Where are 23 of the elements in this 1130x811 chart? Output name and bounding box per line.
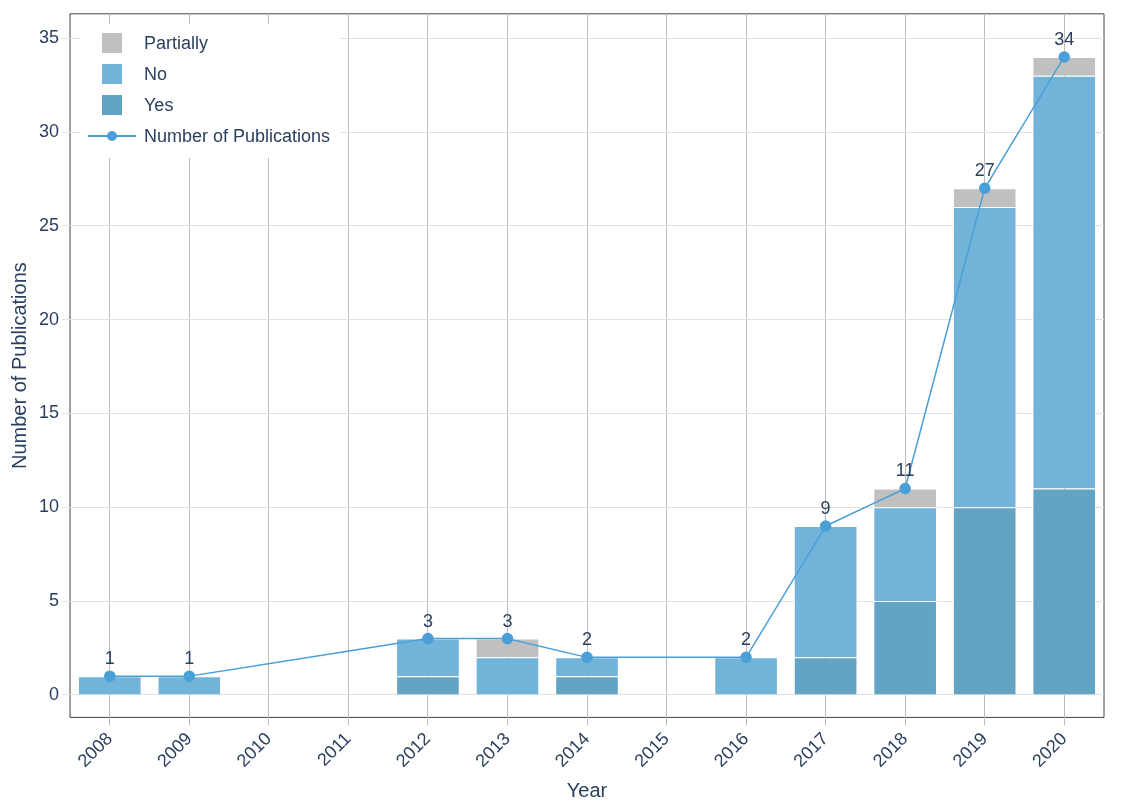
legend-label: Partially: [144, 32, 209, 54]
data-label: 3: [502, 610, 513, 631]
data-label: 34: [1054, 28, 1075, 49]
data-label: 1: [104, 648, 115, 669]
data-label: 3: [422, 610, 433, 631]
y-tick-label: 25: [38, 214, 60, 235]
data-label: 2: [582, 629, 593, 650]
y-tick-label: 5: [49, 590, 60, 611]
y-axis-title: Number of Publications: [7, 262, 30, 469]
y-tick-label: 0: [49, 683, 60, 704]
x-axis-title: Year: [566, 778, 608, 801]
y-tick-label: 20: [38, 308, 60, 329]
data-label: 1: [184, 648, 195, 669]
y-tick-label: 10: [38, 496, 60, 517]
legend-label: Number of Publications: [144, 125, 331, 147]
data-label: 27: [974, 160, 995, 181]
y-tick-label: 15: [38, 402, 60, 423]
y-tick-label: 30: [38, 120, 60, 141]
data-label: 2: [741, 629, 752, 650]
y-tick-label: 35: [38, 27, 60, 48]
legend-label: Yes: [144, 94, 174, 116]
data-label: 9: [820, 498, 831, 518]
legend-label: No: [144, 63, 168, 85]
